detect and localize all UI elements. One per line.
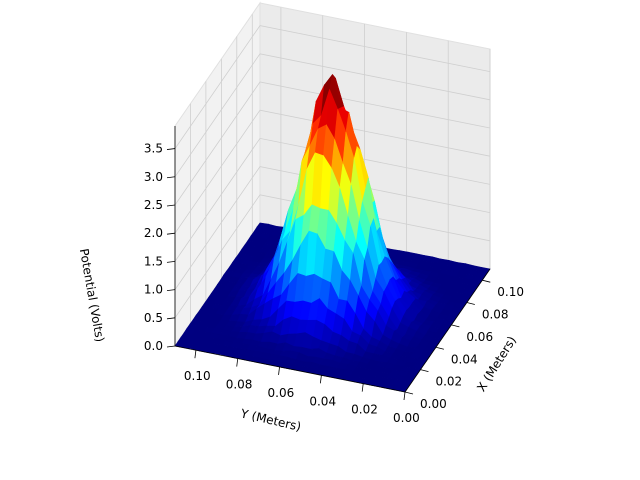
grid-line-z xyxy=(174,25,491,149)
tick-labels: 0.00 0.02 0.04 0.06 0.08 0.10 0.00 0.02 0.04 0.06… xyxy=(144,142,524,425)
grid-line-z xyxy=(174,137,491,262)
z-tick-label: 2.0 xyxy=(144,226,163,240)
z-tick-mark xyxy=(166,345,176,348)
y-tick-mark xyxy=(403,391,406,401)
x-tick-mark xyxy=(466,302,475,305)
x-tick-label: 0.10 xyxy=(497,285,524,299)
y-tick-label: 0.06 xyxy=(268,386,295,400)
y-tick-mark xyxy=(361,383,364,392)
grid-line-z xyxy=(174,109,491,234)
z-tick-label: 3.0 xyxy=(144,170,163,184)
x-tick-mark xyxy=(435,346,445,350)
x-tick-label: 0.08 xyxy=(482,308,509,322)
y-axis-label: Y (Meters) xyxy=(238,406,302,434)
y-axis-line xyxy=(174,345,406,393)
y-tick-mark xyxy=(236,358,239,367)
x-tick-label: 0.04 xyxy=(451,352,478,366)
z-tick-mark xyxy=(166,204,176,207)
z-tick-label: 3.5 xyxy=(144,142,163,156)
z-tick-mark xyxy=(166,176,176,179)
z-tick-label: 1.5 xyxy=(144,254,163,268)
x-tick-label: 0.00 xyxy=(420,397,447,411)
x-tick-mark xyxy=(420,369,429,373)
y-tick-mark xyxy=(319,375,322,384)
grid-line-z xyxy=(174,166,491,290)
z-tick-label: 0.5 xyxy=(144,311,163,325)
x-tick-label: 0.06 xyxy=(466,330,493,344)
x-tick-mark xyxy=(404,391,414,395)
y-tick-label: 0.08 xyxy=(226,378,253,392)
y-tick-label: 0.00 xyxy=(393,411,420,425)
z-tick-mark xyxy=(166,148,176,150)
axis-lines xyxy=(174,126,491,393)
x-tick-mark xyxy=(451,324,460,328)
z-tick-mark xyxy=(166,260,176,263)
y-tick-mark xyxy=(278,366,280,375)
x-axis-line xyxy=(404,268,491,393)
grid-line-z xyxy=(174,53,491,178)
z-tick-mark xyxy=(166,232,176,235)
z-tick-label: 1.0 xyxy=(144,283,163,297)
x-tick-mark xyxy=(482,279,491,283)
z-tick-label: 0.0 xyxy=(144,339,163,353)
z-tick-mark xyxy=(166,317,176,320)
y-tick-label: 0.10 xyxy=(184,369,211,383)
z-axis-label: Potential (Volts) xyxy=(77,247,107,343)
surface-mesh xyxy=(174,74,491,393)
grid-line-z xyxy=(174,194,491,319)
z-tick-mark xyxy=(166,289,176,291)
x-tick-label: 0.02 xyxy=(435,375,462,389)
y-tick-mark xyxy=(194,350,197,359)
y-tick-label: 0.04 xyxy=(309,394,336,408)
grid-line-z xyxy=(174,81,491,206)
z-tick-label: 2.5 xyxy=(144,198,163,212)
y-tick-label: 0.02 xyxy=(351,403,378,417)
